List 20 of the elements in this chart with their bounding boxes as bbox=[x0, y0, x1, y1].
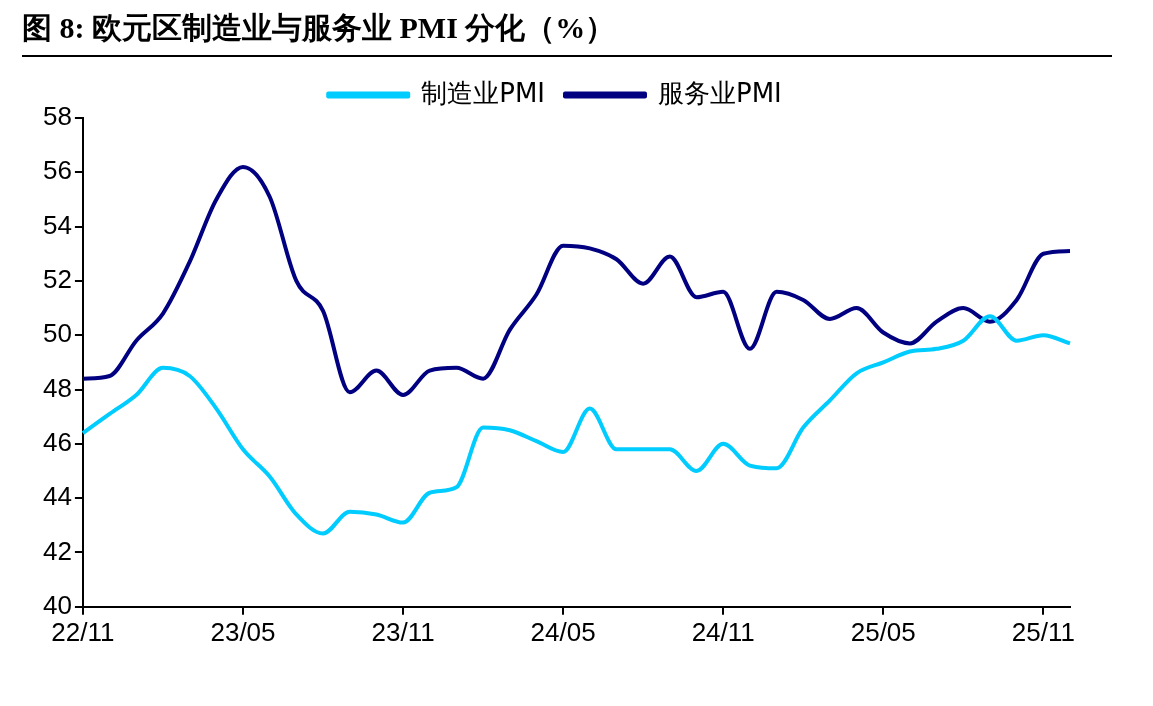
y-tick-label: 44 bbox=[43, 481, 72, 512]
x-tick-label: 25/05 bbox=[850, 616, 916, 647]
y-tick-label: 54 bbox=[43, 209, 72, 240]
y-tick-label: 48 bbox=[43, 372, 72, 403]
x-tick-label: 24/05 bbox=[530, 616, 596, 647]
legend-label: 制造业PMI bbox=[421, 77, 545, 108]
y-tick-label: 56 bbox=[43, 155, 72, 186]
legend-label: 服务业PMI bbox=[658, 77, 782, 108]
y-tick-label: 50 bbox=[43, 318, 72, 349]
y-tick-label: 46 bbox=[43, 427, 72, 458]
y-tick-label: 42 bbox=[43, 535, 72, 566]
x-tick-label: 24/11 bbox=[691, 616, 755, 647]
y-tick-label: 52 bbox=[43, 264, 72, 295]
x-tick-label: 23/05 bbox=[210, 616, 276, 647]
line-series bbox=[80, 164, 1072, 397]
line-series bbox=[80, 314, 1072, 536]
chart-title: 图 8: 欧元区制造业与服务业 PMI 分化（%） bbox=[22, 8, 1112, 57]
x-tick-label: 25/11 bbox=[1011, 616, 1075, 647]
x-tick-label: 23/11 bbox=[371, 616, 435, 647]
y-tick-label: 58 bbox=[43, 101, 72, 132]
